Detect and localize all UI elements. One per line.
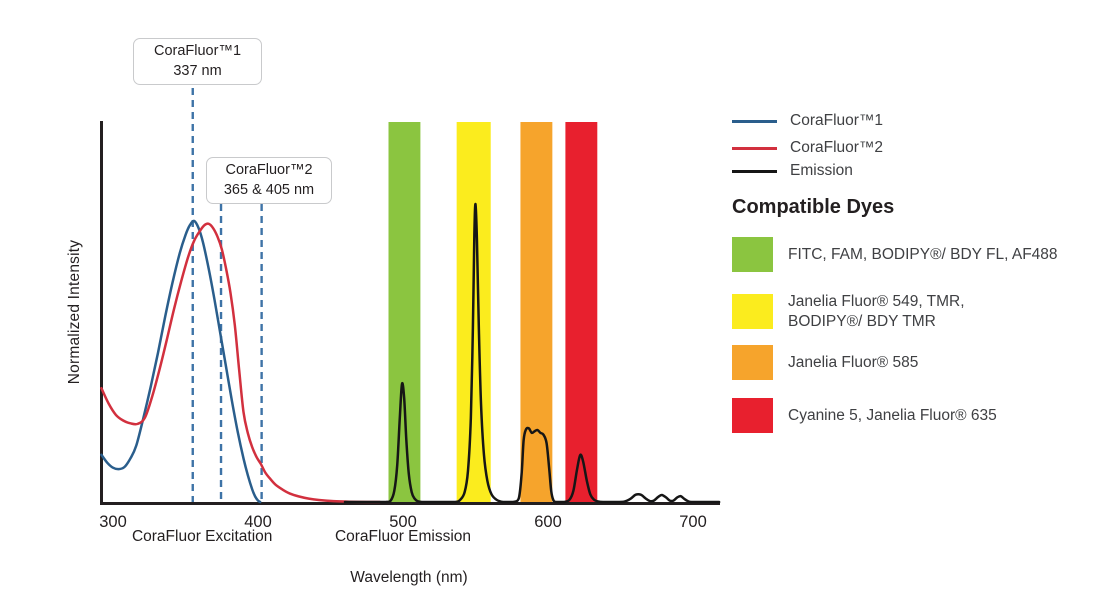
annotation-corafluor2-name: CoraFluor™2: [225, 161, 313, 178]
dye-row: Janelia Fluor® 585: [732, 345, 918, 380]
x-axis-label: Wavelength (nm): [350, 569, 468, 586]
dye-color-swatch: [732, 398, 773, 433]
y-axis-label: Normalized Intensity: [66, 239, 83, 385]
excitation2-curve: [100, 222, 382, 504]
dye-label-line: FITC, FAM, BODIPY®/ BDY FL, AF488: [788, 245, 1058, 263]
annotation-corafluor2-callout: CoraFluor™2 365 & 405 nm: [206, 157, 332, 204]
legend-item-label: CoraFluor™2: [790, 139, 884, 156]
x-tick-label: 600: [534, 513, 562, 531]
x-tick-label: 500: [389, 513, 417, 531]
dye-row: Janelia Fluor® 549, TMR, BODIPY®/ BDY TMR: [732, 292, 965, 331]
dye-color-swatch: [732, 237, 773, 272]
orange-filter-band: [520, 122, 553, 502]
dye-label: FITC, FAM, BODIPY®/ BDY FL, AF488: [788, 245, 1058, 265]
dye-label: Janelia Fluor® 585: [788, 353, 918, 373]
dye-color-swatch: [732, 294, 773, 329]
x-tick-label: 700: [679, 513, 707, 531]
spectra-chart: 300 400 500 600 700: [99, 88, 721, 531]
legend-panel: CoraFluor™1 CoraFluor™2 Emission Compatibl…: [732, 0, 1104, 612]
annotation-corafluor1-callout: CoraFluor™1 337 nm: [133, 38, 262, 85]
legend-line-swatch: [732, 146, 777, 150]
dye-row: FITC, FAM, BODIPY®/ BDY FL, AF488: [732, 237, 1058, 272]
excitation1-curve: [100, 219, 262, 504]
dye-label-line: BODIPY®/ BDY TMR: [788, 312, 936, 330]
annotation-corafluor1-name: CoraFluor™1: [153, 42, 242, 59]
green-filter-band: [388, 122, 421, 502]
emission-region-label: CoraFluor Emission: [334, 528, 472, 545]
dye-label-line: Janelia Fluor® 549, TMR,: [788, 293, 965, 310]
excitation-region-label: CoraFluor Excitation: [131, 528, 273, 545]
legend-item-label: CoraFluor™1: [790, 112, 884, 129]
dye-label-line: Cyanine 5, Janelia Fluor® 635: [788, 406, 997, 424]
dye-row: Cyanine 5, Janelia Fluor® 635: [732, 398, 997, 433]
x-tick-label: 400: [244, 513, 272, 531]
red-filter-band: [565, 122, 598, 502]
legend-item: CoraFluor™2: [732, 139, 883, 157]
legend-item: Emission: [732, 162, 853, 180]
dye-label: Janelia Fluor® 549, TMR, BODIPY®/ BDY TMR: [788, 292, 965, 331]
dye-label: Cyanine 5, Janelia Fluor® 635: [788, 406, 997, 426]
legend-item-label: Emission: [790, 162, 853, 179]
x-tick-label: 300: [99, 513, 127, 531]
dye-label-line: Janelia Fluor® 585: [788, 353, 919, 371]
annotation-corafluor2-value: 365 & 405 nm: [223, 181, 315, 198]
dye-color-swatch: [732, 345, 773, 380]
legend-line-swatch: [732, 119, 777, 123]
legend-item: CoraFluor™1: [732, 112, 883, 130]
annotation-corafluor1-value: 337 nm: [173, 62, 222, 79]
emission-curve: [343, 202, 721, 504]
compatible-dyes-heading: Compatible Dyes: [732, 196, 895, 218]
legend-line-swatch: [732, 169, 777, 173]
